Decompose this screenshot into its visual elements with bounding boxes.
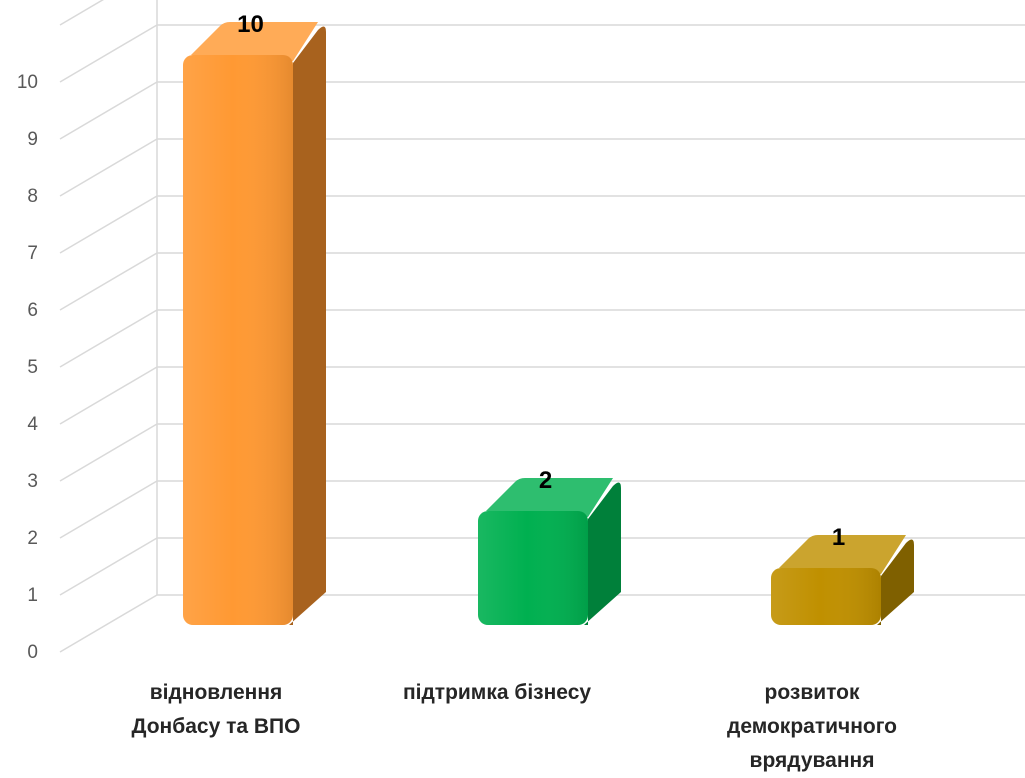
bar-top-highlight — [191, 22, 318, 61]
y-tick-label: 1 — [27, 585, 38, 606]
x-tick-label-line: врядування — [749, 749, 875, 772]
bar-top-highlight — [486, 478, 613, 517]
gridline-diagonal — [59, 252, 158, 311]
y-tick-label: 4 — [27, 414, 38, 435]
bar-side-face — [289, 26, 326, 625]
x-tick-label-line: демократичного — [726, 715, 898, 738]
y-tick-label: 6 — [27, 300, 38, 321]
data-labels: 10 2 1 — [237, 11, 845, 551]
gridline-diagonal — [59, 366, 158, 425]
y-axis-ticks: 0 1 2 3 4 5 6 7 8 9 10 — [17, 72, 39, 663]
gridline-diagonal — [59, 138, 158, 197]
gridline-diagonal — [59, 594, 158, 653]
gridline-diagonal — [59, 195, 158, 254]
y-tick-label: 3 — [27, 471, 38, 492]
bar — [183, 22, 326, 625]
gridline-diagonal — [59, 423, 158, 482]
bar — [771, 535, 914, 625]
bar-top-face — [779, 535, 906, 574]
gridline-diagonal — [59, 537, 158, 596]
data-label: 2 — [539, 467, 552, 494]
x-tick-label-line: розвиток — [764, 681, 860, 704]
x-tick-label: відновлення Донбасу та ВПО — [96, 676, 336, 744]
y-tick-label: 10 — [17, 72, 38, 93]
bar-front-shading — [183, 55, 293, 625]
x-tick-label-line: відновлення — [149, 681, 283, 704]
y-tick-label: 9 — [27, 129, 38, 150]
x-tick-label-line: Донбасу та ВПО — [131, 715, 301, 738]
bar-top-highlight — [779, 535, 906, 574]
y-tick-label: 0 — [27, 642, 38, 663]
bar-side-face — [877, 539, 914, 625]
bar-front-shading — [771, 568, 881, 625]
gridline-diagonal — [59, 480, 158, 539]
gridline-diagonal — [59, 24, 158, 83]
bar-side-face — [584, 482, 621, 625]
bar-top-face — [191, 22, 318, 61]
x-tick-label: підтримка бізнесу — [377, 676, 617, 710]
y-tick-label: 7 — [27, 243, 38, 264]
x-tick-label-line: підтримка бізнесу — [402, 681, 592, 704]
data-label: 1 — [832, 524, 845, 551]
y-tick-label: 5 — [27, 357, 38, 378]
data-label: 10 — [237, 11, 264, 38]
gridline-diagonal — [59, 309, 158, 368]
chart-bars — [183, 22, 914, 625]
gridline-diagonal — [59, 0, 105, 26]
y-tick-label: 2 — [27, 528, 38, 549]
bar-front-shading — [478, 511, 588, 625]
bar-top-face — [486, 478, 613, 517]
bar — [478, 478, 621, 625]
x-tick-label: розвиток демократичного врядування — [692, 676, 932, 778]
gridline-diagonal — [59, 81, 158, 140]
y-tick-label: 8 — [27, 186, 38, 207]
